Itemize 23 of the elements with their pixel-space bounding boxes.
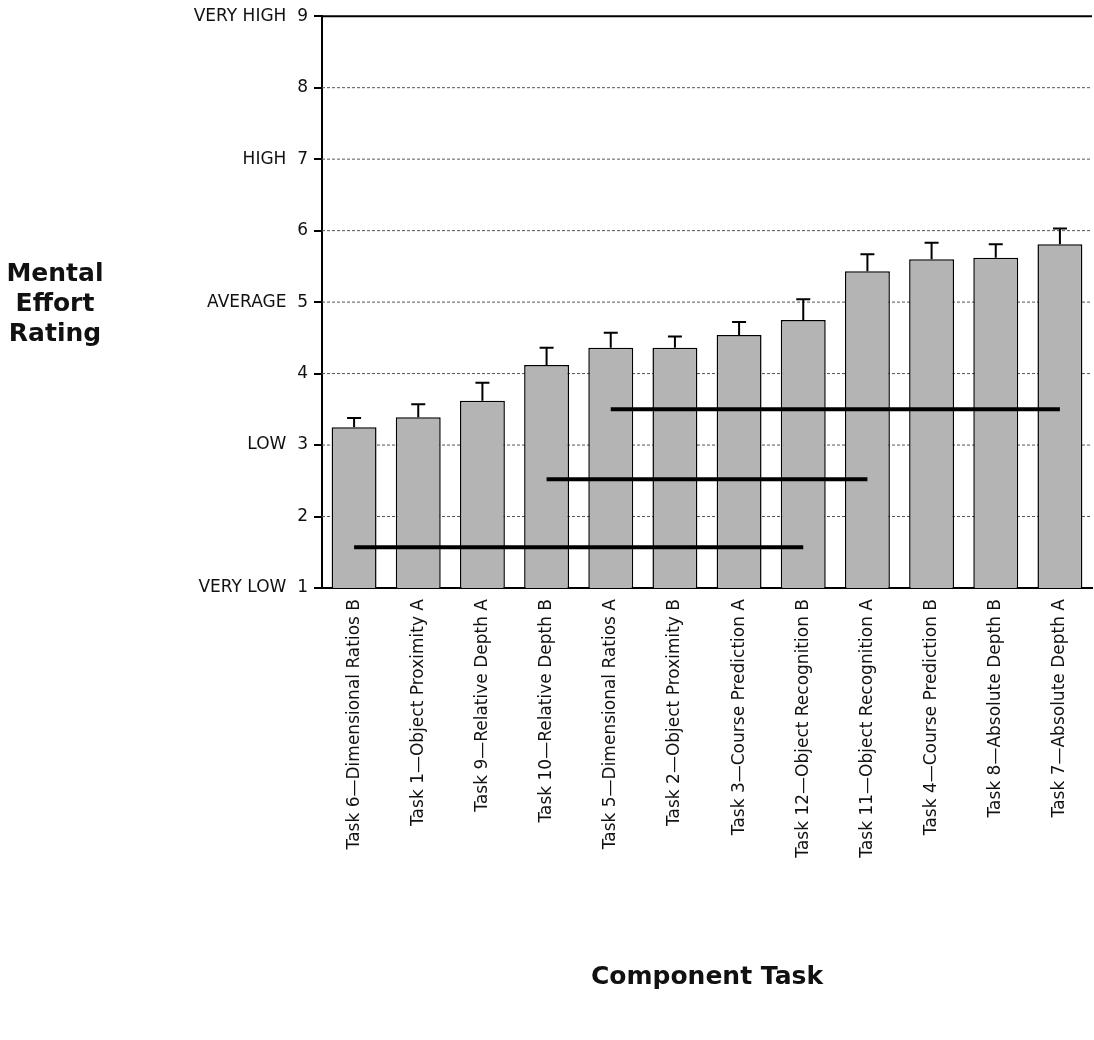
x-tick-label: Task 2—Object Proximity B [663, 599, 684, 827]
x-tick-label: Task 11—Object Recognition A [855, 598, 876, 859]
x-axis-title: Component Task [590, 960, 825, 990]
y-tick-label: LOW 3 [247, 433, 308, 454]
y-tick-label: VERY HIGH 9 [193, 4, 308, 25]
y-tick-label: 8 [297, 76, 308, 97]
y-tick-label: 6 [297, 219, 308, 240]
y-tick-label: HIGH 7 [242, 147, 308, 168]
y-tick-label: 4 [297, 362, 308, 382]
x-tick-label: Task 3—Course Prediction A [727, 598, 748, 837]
x-tick-label: Task 12—Object Recognition B [791, 599, 812, 859]
x-tick-label: Task 8—Absolute Depth B [984, 599, 1005, 819]
x-tick-label: Task 1—Object Proximity A [406, 598, 427, 827]
x-tick-label: Task 6—Dimensional Ratios B [342, 599, 363, 851]
y-tick-label: VERY LOW 1 [198, 576, 308, 597]
x-tick-label: Task 10—Relative Depth B [535, 599, 556, 824]
x-tick-label: Task 9—Relative Depth A [470, 598, 491, 813]
y-axis-title: Mental Effort Rating [5, 258, 105, 348]
x-tick-label: Task 5—Dimensional Ratios A [599, 598, 620, 851]
y-tick-label: 2 [297, 504, 308, 525]
x-tick-label: Task 7—Absolute Depth A [1048, 598, 1069, 819]
y-tick-label: AVERAGE 5 [207, 290, 308, 311]
x-tick-label: Task 4—Course Prediction B [920, 599, 941, 837]
